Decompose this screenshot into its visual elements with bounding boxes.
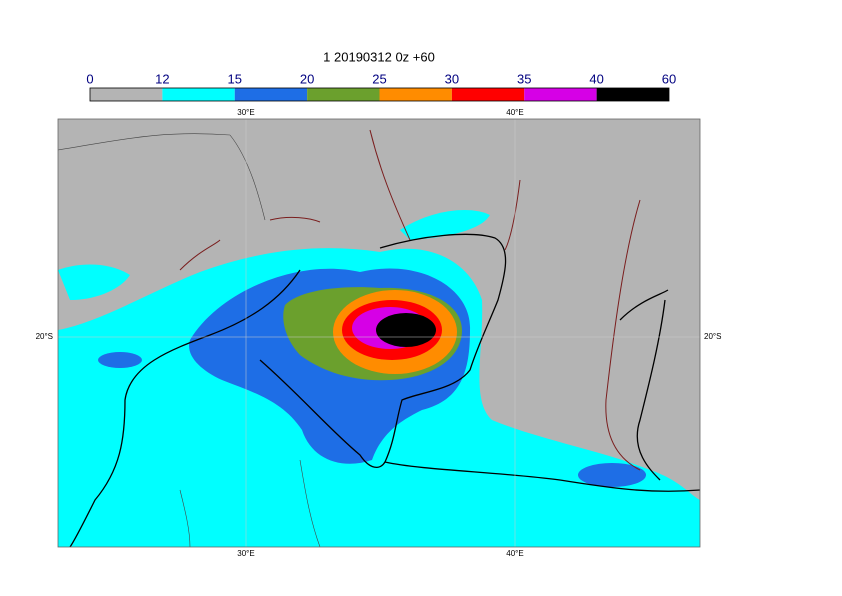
colorbar-segment [162, 88, 235, 101]
colorbar-segment [379, 88, 452, 101]
colorbar: 0 12 15 20 25 30 35 40 60 [86, 71, 676, 102]
colorbar-label: 35 [517, 71, 531, 86]
field-region [98, 352, 142, 368]
lon-label: 40°E [506, 108, 523, 117]
colorbar-segment [596, 88, 669, 101]
lat-label: 20°S [36, 332, 53, 341]
coastline [69, 269, 301, 547]
colorbar-segment [524, 88, 597, 101]
map-title: 1 20190312 0z +60 [323, 49, 435, 64]
lon-label: 30°E [237, 108, 254, 117]
colorbar-label: 60 [662, 71, 676, 86]
colorbar-segment [451, 88, 525, 101]
graticule: 30°E 30°E 40°E 40°E 20°S 20°S [36, 108, 722, 558]
lon-label: 40°E [506, 549, 523, 558]
coastline [259, 359, 386, 468]
colorbar-label: 15 [228, 71, 242, 86]
colorbar-label: 12 [155, 71, 169, 86]
lat-label: 20°S [704, 332, 721, 341]
coastline [619, 289, 669, 481]
colorbar-label: 20 [300, 71, 314, 86]
map-frame [57, 118, 701, 548]
colorbar-segment [90, 88, 163, 101]
colorbar-frame [89, 87, 670, 102]
field-region [400, 210, 490, 240]
field-region [578, 463, 646, 487]
border [179, 129, 641, 471]
colorbar-segment [307, 88, 380, 101]
colorbar-label: 30 [445, 71, 459, 86]
colorbar-label: 40 [589, 71, 603, 86]
coastline [379, 233, 700, 492]
colorbar-label: 0 [86, 71, 93, 86]
map-area [58, 119, 700, 547]
field-region [58, 264, 130, 300]
field-region [376, 313, 436, 347]
colorbar-segment [234, 88, 308, 101]
border [58, 133, 321, 547]
colorbar-label: 25 [372, 71, 386, 86]
lon-label: 30°E [237, 549, 254, 558]
